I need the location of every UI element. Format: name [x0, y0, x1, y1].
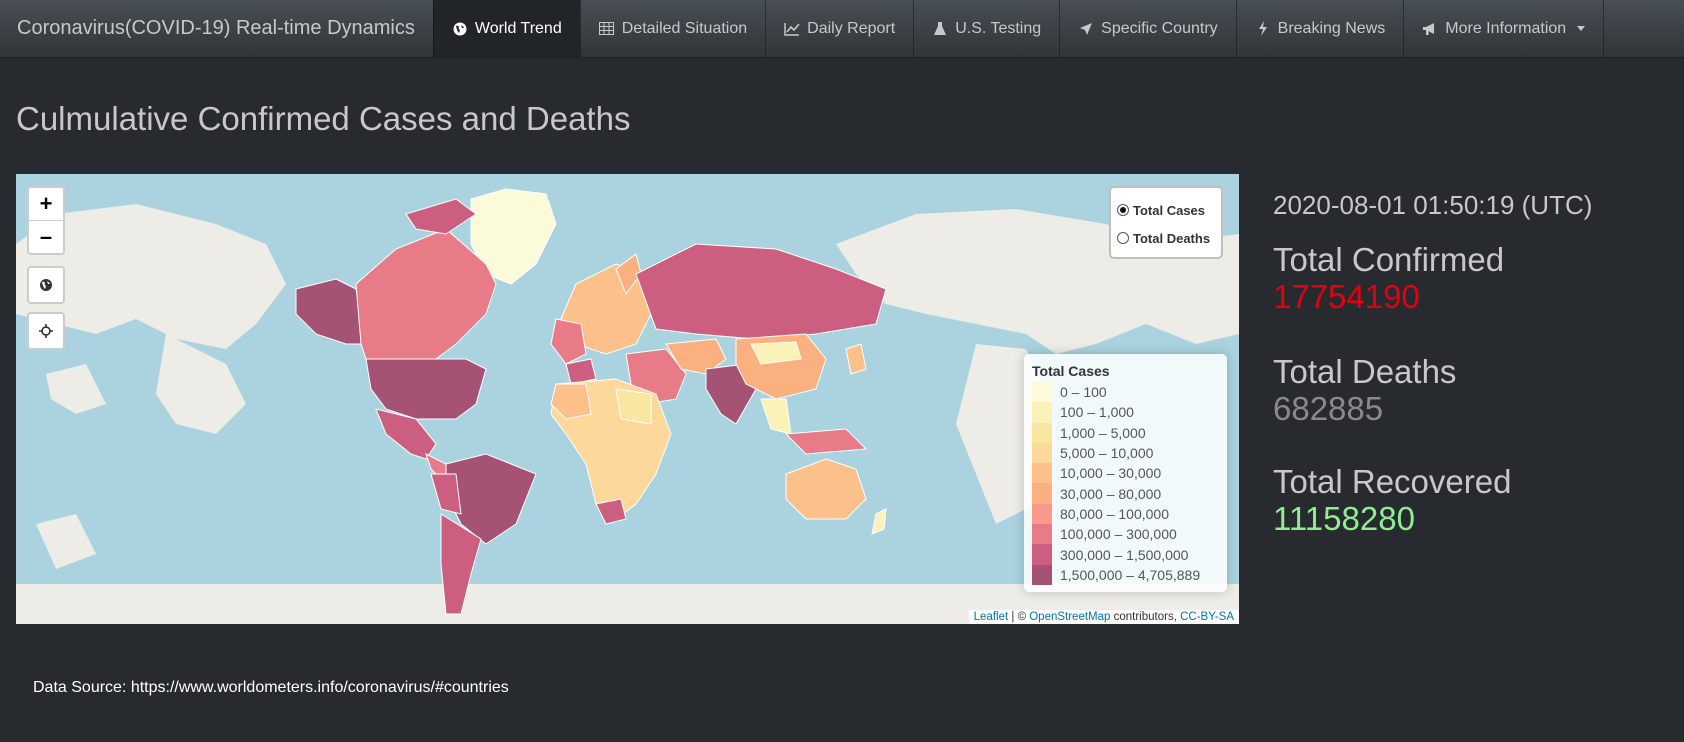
page-title: Culmulative Confirmed Cases and Deaths [16, 100, 631, 137]
locate-me-button[interactable] [27, 312, 65, 350]
legend-label: 5,000 – 10,000 [1060, 445, 1154, 462]
layer-switcher: Total Cases Total Deaths [1109, 186, 1223, 259]
zoom-out-button[interactable]: – [39, 224, 53, 249]
legend-title: Total Cases [1032, 363, 1110, 379]
legend-item: 30,000 – 80,000 [1032, 483, 1219, 504]
navbar: Coronavirus(COVID-19) Real-time Dynamics… [0, 0, 1684, 58]
legend-swatch [1032, 564, 1052, 585]
chevron-down-icon [1577, 26, 1586, 31]
stats-panel: 2020-08-01 01:50:19 (UTC) Total Confirme… [1273, 190, 1592, 537]
legend-item: 100,000 – 300,000 [1032, 524, 1219, 545]
flask-icon [932, 21, 948, 37]
nav-label: Specific Country [1101, 19, 1218, 37]
license-link[interactable]: CC-BY-SA [1180, 611, 1234, 623]
legend-item: 5,000 – 10,000 [1032, 442, 1219, 464]
legend-item: 0 – 100 [1032, 382, 1219, 403]
update-timestamp: 2020-08-01 01:50:19 (UTC) [1273, 190, 1593, 220]
canada [355, 228, 497, 360]
nav-more-information[interactable]: More Information [1403, 0, 1605, 57]
nav-daily-report[interactable]: Daily Report [765, 0, 913, 57]
layer-label: Total Cases [1133, 202, 1206, 218]
nav-label: Daily Report [807, 19, 896, 37]
nav-label: World Trend [474, 19, 562, 37]
nav-world-trend[interactable]: World Trend [432, 0, 580, 57]
legend-label: 300,000 – 1,500,000 [1060, 546, 1189, 563]
legend-item: 1,500,000 – 4,705,889 [1032, 564, 1219, 585]
bullhorn-icon [1422, 21, 1438, 37]
nav-breaking-news[interactable]: Breaking News [1235, 0, 1404, 57]
attribution-text: contributors, [1110, 611, 1181, 623]
map-attribution: Leaflet | © OpenStreetMap contributors, … [968, 610, 1239, 624]
osm-link[interactable]: OpenStreetMap [1029, 611, 1111, 623]
radio-button[interactable] [1117, 232, 1129, 244]
bolt-icon [1255, 21, 1271, 37]
total-recovered-value: 11158280 [1273, 500, 1415, 537]
legend-label: 1,500,000 – 4,705,889 [1060, 566, 1201, 583]
data-source-note: Data Source: https://www.worldometers.in… [33, 679, 509, 696]
total-deaths-label: Total Deaths [1273, 353, 1457, 390]
layer-label: Total Deaths [1133, 230, 1211, 246]
russia [635, 243, 887, 340]
legend-swatch [1032, 503, 1052, 525]
legend-swatch [1032, 422, 1052, 443]
total-deaths-value: 682885 [1273, 390, 1384, 427]
crosshair-icon [39, 324, 53, 338]
zoom-control: + – [27, 186, 65, 255]
line-chart-icon [784, 21, 800, 37]
radio-button[interactable] [1117, 204, 1129, 216]
legend-label: 80,000 – 100,000 [1060, 505, 1169, 522]
zoom-in-button[interactable]: + [29, 188, 63, 221]
legend-item: 100 – 1,000 [1032, 402, 1219, 423]
leaflet-link[interactable]: Leaflet [973, 611, 1009, 623]
legend-swatch [1032, 524, 1052, 545]
legend-item: 1,000 – 5,000 [1032, 422, 1219, 443]
alaska [295, 278, 367, 345]
nav-label: U.S. Testing [955, 19, 1042, 37]
globe-icon [40, 279, 52, 291]
legend-label: 1,000 – 5,000 [1060, 424, 1146, 441]
layer-option-total-cases[interactable]: Total Cases [1117, 196, 1215, 224]
nav-label: More Information [1445, 19, 1567, 37]
nav-us-testing[interactable]: U.S. Testing [913, 0, 1059, 57]
legend-swatch [1032, 544, 1052, 565]
legend-swatch [1032, 382, 1052, 403]
greenland [470, 188, 557, 285]
attribution-separator: | © [1008, 611, 1030, 623]
nav-label: Detailed Situation [621, 19, 748, 37]
total-confirmed-label: Total Confirmed [1273, 241, 1505, 278]
location-arrow-icon [1078, 21, 1094, 37]
reset-view-button[interactable] [27, 266, 65, 304]
layer-option-total-deaths[interactable]: Total Deaths [1117, 224, 1215, 252]
legend-label: 100 – 1,000 [1060, 404, 1134, 421]
legend-label: 100,000 – 300,000 [1060, 526, 1177, 543]
legend-item: 80,000 – 100,000 [1032, 503, 1219, 525]
legend-item: 10,000 – 30,000 [1032, 463, 1219, 484]
legend-swatch [1032, 483, 1052, 504]
australia [785, 458, 867, 520]
nav-label: Breaking News [1277, 19, 1386, 37]
legend-label: 0 – 100 [1060, 384, 1107, 401]
legend-item: 300,000 – 1,500,000 [1032, 544, 1219, 565]
app-brand[interactable]: Coronavirus(COVID-19) Real-time Dynamics [17, 17, 415, 39]
legend-swatch [1032, 463, 1052, 484]
legend-swatch [1032, 402, 1052, 423]
total-confirmed-value: 17754190 [1273, 278, 1420, 315]
nav-specific-country[interactable]: Specific Country [1059, 0, 1236, 57]
nav-detailed-situation[interactable]: Detailed Situation [579, 0, 765, 57]
globe-icon [452, 21, 468, 37]
legend-label: 10,000 – 30,000 [1060, 465, 1162, 482]
legend-swatch [1032, 442, 1052, 464]
usa [365, 358, 487, 420]
table-icon [599, 21, 615, 37]
legend-label: 30,000 – 80,000 [1060, 485, 1162, 502]
total-recovered-label: Total Recovered [1273, 463, 1512, 500]
map-legend: Total Cases 0 – 100 100 – 1,000 1,000 – 5,… [1024, 354, 1227, 592]
world-map[interactable]: + – Total Cases Total Deaths Total Cases… [16, 174, 1239, 624]
